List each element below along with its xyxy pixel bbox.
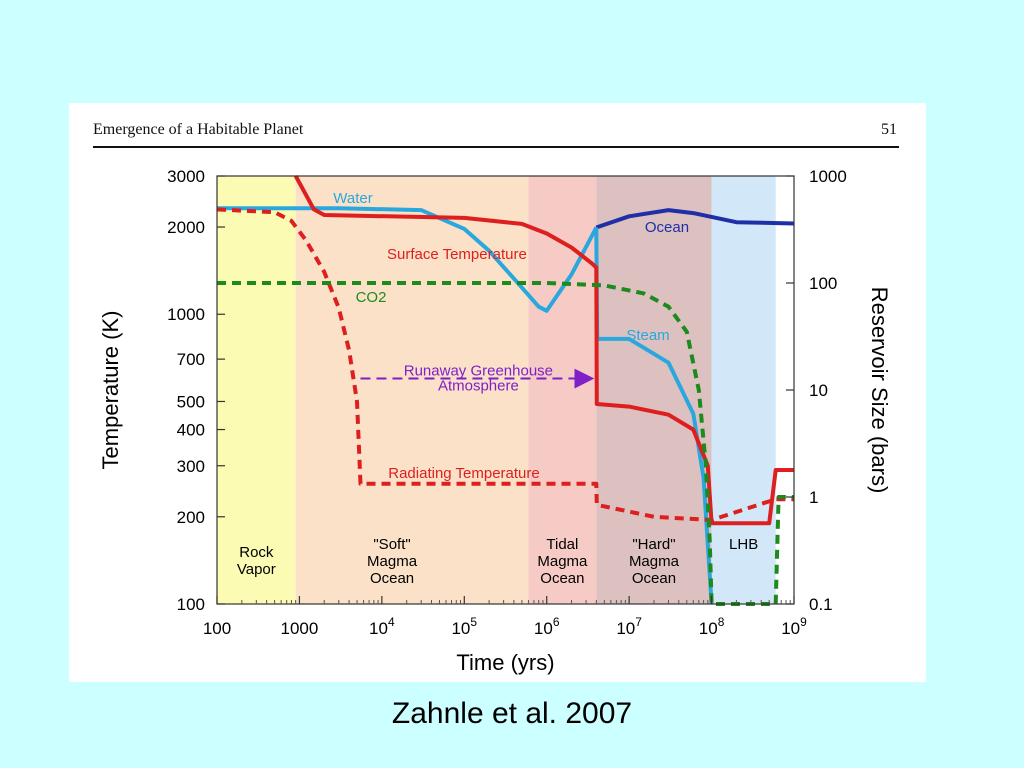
x-tick-base: 100: [203, 619, 231, 638]
series-label-co2: CO2: [356, 289, 387, 306]
series-line-ocean: [595, 208, 795, 230]
series-label-surface-temperature: Surface Temperature: [387, 246, 527, 263]
y-right-tick-label: 1: [809, 488, 818, 507]
series-label-radiating-temperature: Radiating Temperature: [388, 465, 539, 482]
figure-panel: Emergence of a Habitable Planet 51 Rock V…: [69, 103, 926, 682]
x-tick-base: 10: [781, 619, 800, 638]
region-label-line: Ocean: [540, 570, 584, 587]
series-line-radiating-temperature: [216, 207, 794, 522]
x-tick-exponent: 6: [553, 615, 560, 629]
region-label-line: "Hard": [632, 536, 675, 553]
region-label-line: Vapor: [237, 561, 276, 578]
y-tick-label: 1000: [167, 305, 205, 324]
chart-svg: Emergence of a Habitable Planet 51 Rock V…: [93, 121, 899, 675]
region-label-soft-magma-ocean: "Soft" Magma Ocean: [367, 536, 418, 587]
x-tick-exponent: 5: [470, 615, 477, 629]
x-tick-label: 104: [369, 615, 395, 638]
x-tick-label: 106: [534, 615, 560, 638]
x-tick-exponent: 4: [388, 615, 395, 629]
region-label-line: Rock: [239, 544, 274, 561]
series-label-ocean: Ocean: [645, 219, 689, 236]
y-tick-label: 700: [177, 350, 205, 369]
y-right-axis-label: Reservoir Size (bars): [867, 287, 892, 494]
x-tick-exponent: 7: [635, 615, 642, 629]
y-tick-label: 2000: [167, 218, 205, 237]
region-label-line: Magma: [537, 553, 588, 570]
x-tick-base: 10: [699, 619, 718, 638]
annotation-label-line: Atmosphere: [438, 378, 519, 395]
region-label-hard-magma-ocean: "Hard" Magma Ocean: [629, 536, 680, 587]
region-label-line: LHB: [729, 536, 758, 553]
x-tick-base: 10: [451, 619, 470, 638]
x-tick-label: 108: [699, 615, 725, 638]
y-right-tick-label: 10: [809, 381, 828, 400]
region-soft-magma-ocean: [295, 176, 529, 604]
region-label-line: Ocean: [370, 570, 414, 587]
region-label-tidal-magma-ocean: Tidal Magma Ocean: [537, 536, 588, 587]
series-line-surface-temperature: [293, 175, 794, 526]
x-tick-exponent: 8: [718, 615, 725, 629]
series-line-water: [217, 206, 599, 313]
y-right-tick-label: 0.1: [809, 595, 833, 614]
region-rock-vapor: [217, 176, 296, 604]
x-tick-base: 1000: [281, 619, 319, 638]
x-tick-label: 100: [203, 619, 231, 638]
x-tick-base: 10: [369, 619, 388, 638]
y-tick-label: 200: [177, 508, 205, 527]
region-label-line: Magma: [367, 553, 418, 570]
series-label-water: Water: [333, 190, 372, 207]
book-title: Emergence of a Habitable Planet: [93, 121, 304, 138]
frame-layer: [216, 175, 795, 605]
x-tick-label: 105: [451, 615, 477, 638]
regions-layer: [217, 176, 776, 604]
x-axis-label: Time (yrs): [456, 650, 554, 675]
region-label-line: Magma: [629, 553, 680, 570]
annotation-label: Runaway Greenhouse Atmosphere: [404, 363, 553, 395]
region-label-rock-vapor: Rock Vapor: [237, 544, 276, 578]
x-tick-base: 10: [616, 619, 635, 638]
series-layer: [216, 175, 795, 606]
y-tick-label: 100: [177, 595, 205, 614]
region-label-line: "Soft": [373, 536, 410, 553]
y-right-tick-label: 1000: [809, 167, 847, 186]
y-axis-label: Temperature (K): [98, 311, 123, 470]
x-tick-label: 1000: [281, 619, 319, 638]
x-tick-exponent: 9: [800, 615, 807, 629]
y-right-tick-label: 100: [809, 274, 837, 293]
y-tick-label: 400: [177, 421, 205, 440]
x-tick-label: 109: [781, 615, 807, 638]
series-label-steam: Steam: [626, 327, 669, 344]
y-tick-label: 300: [177, 457, 205, 476]
region-hard-magma-ocean: [596, 176, 712, 604]
x-tick-label: 107: [616, 615, 642, 638]
x-tick-base: 10: [534, 619, 553, 638]
y-tick-label: 3000: [167, 167, 205, 186]
series-line-co2: [217, 281, 794, 606]
region-label-line: Tidal: [546, 536, 578, 553]
page-number: 51: [881, 121, 897, 138]
region-label-lhb: LHB: [729, 536, 758, 553]
region-label-line: Ocean: [632, 570, 676, 587]
y-tick-label: 500: [177, 392, 205, 411]
region-lhb: [711, 176, 776, 604]
caption: Zahnle et al. 2007: [391, 697, 633, 730]
annotation-label-line: Runaway Greenhouse: [404, 363, 553, 380]
